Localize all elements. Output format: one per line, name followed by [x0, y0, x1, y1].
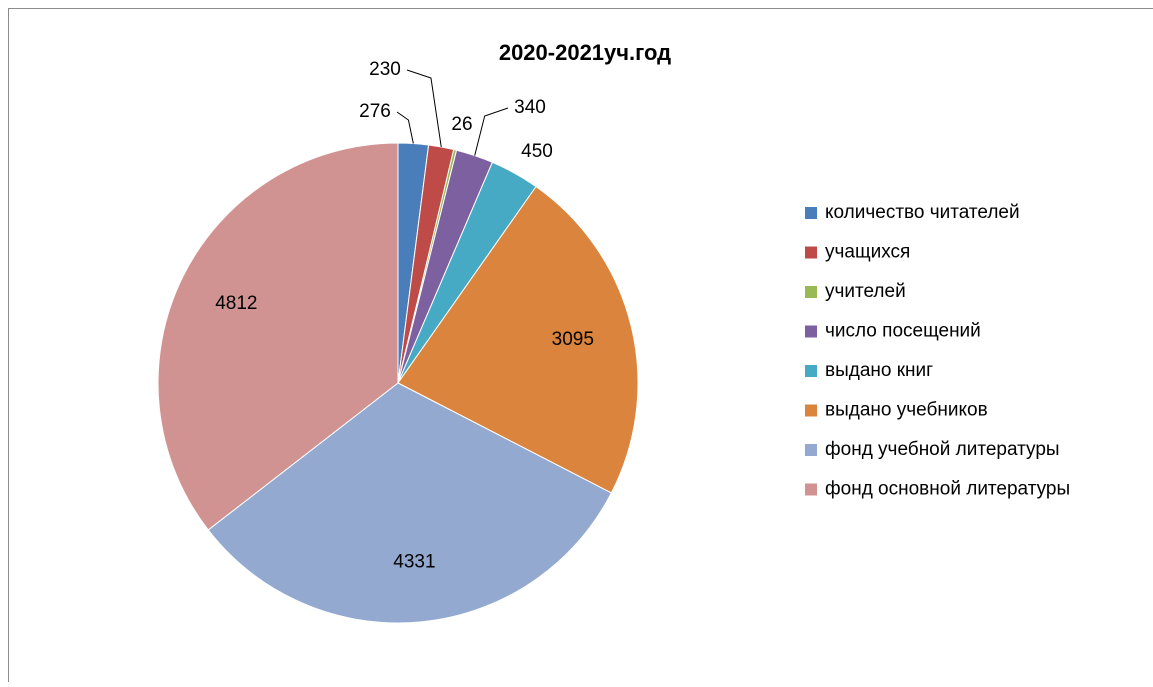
legend-label: фонд учебной литературы: [825, 439, 1060, 460]
legend-swatch: [805, 405, 817, 417]
data-label: 230: [369, 59, 401, 80]
data-label: 276: [359, 101, 391, 122]
data-label: 26: [451, 114, 472, 135]
legend-swatch: [805, 365, 817, 377]
legend-label: учителей: [825, 281, 906, 302]
legend-label: число посещений: [825, 321, 981, 342]
data-label: 3095: [552, 329, 594, 350]
legend-label: выдано учебников: [825, 400, 988, 421]
legend-label: учащихся: [825, 242, 910, 263]
data-label: 340: [514, 97, 546, 118]
legend-swatch: [805, 484, 817, 496]
legend-label: фонд основной литературы: [825, 479, 1070, 500]
chart-title: 2020-2021уч.год: [499, 40, 671, 65]
legend-label: количество читателей: [825, 202, 1020, 223]
legend-swatch: [805, 207, 817, 219]
data-label: 4812: [215, 293, 257, 314]
data-label: 4331: [393, 551, 435, 572]
legend-swatch: [805, 286, 817, 298]
legend-swatch: [805, 247, 817, 259]
legend-label: выдано книг: [825, 360, 933, 381]
data-label: 450: [521, 141, 553, 162]
legend-swatch: [805, 326, 817, 338]
legend-swatch: [805, 444, 817, 456]
